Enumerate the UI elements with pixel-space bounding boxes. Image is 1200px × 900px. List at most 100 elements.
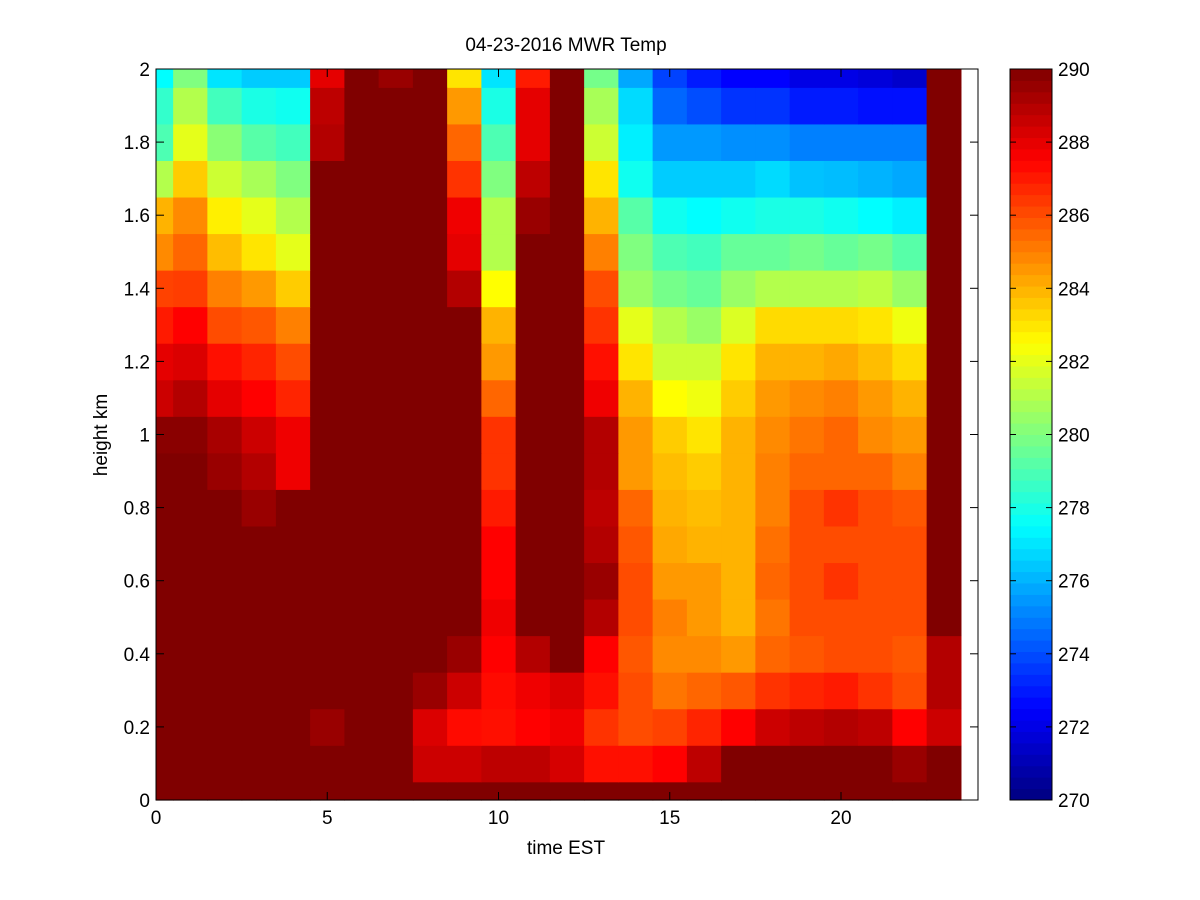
heatmap-cell	[515, 160, 551, 198]
heatmap-cell	[686, 745, 722, 783]
colorbar-segment	[1010, 423, 1052, 435]
heatmap-cell	[515, 525, 551, 564]
heatmap-cell	[789, 525, 825, 564]
heatmap-cell	[156, 87, 174, 125]
heatmap-cell	[378, 525, 414, 564]
heatmap-cell	[310, 343, 345, 381]
heatmap-cell	[652, 525, 688, 564]
heatmap-cell	[310, 306, 345, 344]
heatmap-cell	[447, 672, 482, 710]
heatmap-cell	[926, 343, 962, 381]
heatmap-cell	[755, 379, 791, 417]
heatmap-cell	[721, 525, 756, 564]
colorbar-segment	[1010, 628, 1052, 641]
heatmap-cell	[275, 672, 311, 710]
heatmap-cell	[858, 343, 893, 381]
colorbar-segment	[1010, 514, 1052, 527]
y-tick-label: 1	[139, 426, 150, 447]
heatmap-cell	[241, 69, 277, 88]
heatmap-cell	[549, 708, 585, 746]
heatmap-cell	[207, 306, 243, 344]
y-tick-label: 1.8	[124, 133, 150, 154]
heatmap-cell	[310, 745, 345, 783]
heatmap-cell	[584, 598, 619, 637]
heatmap-cell	[241, 160, 277, 198]
heatmap-cell	[481, 160, 517, 198]
heatmap-cell	[412, 562, 448, 600]
heatmap-cell	[515, 452, 551, 490]
heatmap-cell	[823, 598, 859, 637]
heatmap-cell	[755, 343, 791, 381]
y-tick-label: 0	[139, 791, 150, 812]
x-tick-label: 15	[659, 808, 680, 829]
heatmap-cell	[549, 123, 585, 161]
heatmap-cell	[652, 745, 688, 783]
colorbar-segment	[1010, 91, 1052, 104]
heatmap-cell	[618, 87, 654, 125]
heatmap-cell	[447, 745, 482, 783]
colorbar-segment	[1010, 80, 1052, 93]
heatmap-cell	[892, 196, 928, 235]
heatmap-cell	[926, 270, 962, 308]
colorbar-segment	[1010, 651, 1052, 664]
heatmap-cell	[207, 233, 243, 271]
heatmap-cell	[344, 160, 380, 198]
colorbar-segment	[1010, 731, 1052, 744]
heatmap-cell	[823, 270, 859, 308]
heatmap-cell	[481, 379, 517, 417]
heatmap-cell	[515, 635, 551, 673]
heatmap-cell	[618, 635, 654, 673]
x-tick-label: 20	[830, 808, 851, 829]
heatmap-cell	[584, 781, 619, 801]
heatmap-cell	[412, 745, 448, 783]
heatmap-cell	[310, 708, 345, 746]
heatmap-cell	[515, 745, 551, 783]
heatmap-cell	[378, 416, 414, 454]
heatmap-cell	[892, 87, 928, 125]
heatmap-cell	[207, 160, 243, 198]
heatmap-cell	[515, 123, 551, 161]
heatmap-cell	[481, 745, 517, 783]
heatmap-cell	[755, 525, 791, 564]
heatmap-cell	[156, 745, 174, 783]
heatmap-cell	[755, 233, 791, 271]
heatmap-cell	[275, 379, 311, 417]
heatmap-cell	[652, 69, 688, 88]
heatmap-cell	[892, 160, 928, 198]
heatmap-cell	[823, 123, 859, 161]
heatmap-cell	[721, 270, 756, 308]
heatmap-cell	[652, 416, 688, 454]
heatmap-cell	[892, 379, 928, 417]
heatmap-cell	[823, 635, 859, 673]
heatmap-cell	[515, 270, 551, 308]
colorbar-segment	[1010, 708, 1052, 721]
heatmap-cell	[515, 598, 551, 637]
heatmap-cell	[207, 379, 243, 417]
heatmap-cell	[892, 745, 928, 783]
heatmap-cell	[721, 598, 756, 637]
heatmap-cell	[789, 598, 825, 637]
colorbar-tick-label: 284	[1058, 279, 1090, 300]
colorbar-segment	[1010, 411, 1052, 424]
heatmap-cell	[173, 87, 208, 125]
heatmap-cell	[241, 598, 277, 637]
heatmap-cell	[515, 379, 551, 417]
heatmap-cell	[241, 270, 277, 308]
heatmap-cell	[156, 69, 174, 88]
heatmap-cell	[549, 781, 585, 801]
heatmap-cell	[344, 69, 380, 88]
colorbar-segment	[1010, 537, 1052, 550]
heatmap-cell	[892, 598, 928, 637]
colorbar-segment	[1010, 503, 1052, 515]
heatmap-cell	[156, 452, 174, 490]
heatmap-cell	[755, 123, 791, 161]
heatmap-cell	[652, 233, 688, 271]
heatmap-cell	[686, 343, 722, 381]
heatmap-cell	[549, 672, 585, 710]
heatmap-cell	[156, 708, 174, 746]
heatmap-cell	[549, 562, 585, 600]
heatmap-cell	[378, 87, 414, 125]
heatmap-cell	[926, 87, 962, 125]
heatmap-cell	[823, 69, 859, 88]
heatmap-cell	[755, 270, 791, 308]
